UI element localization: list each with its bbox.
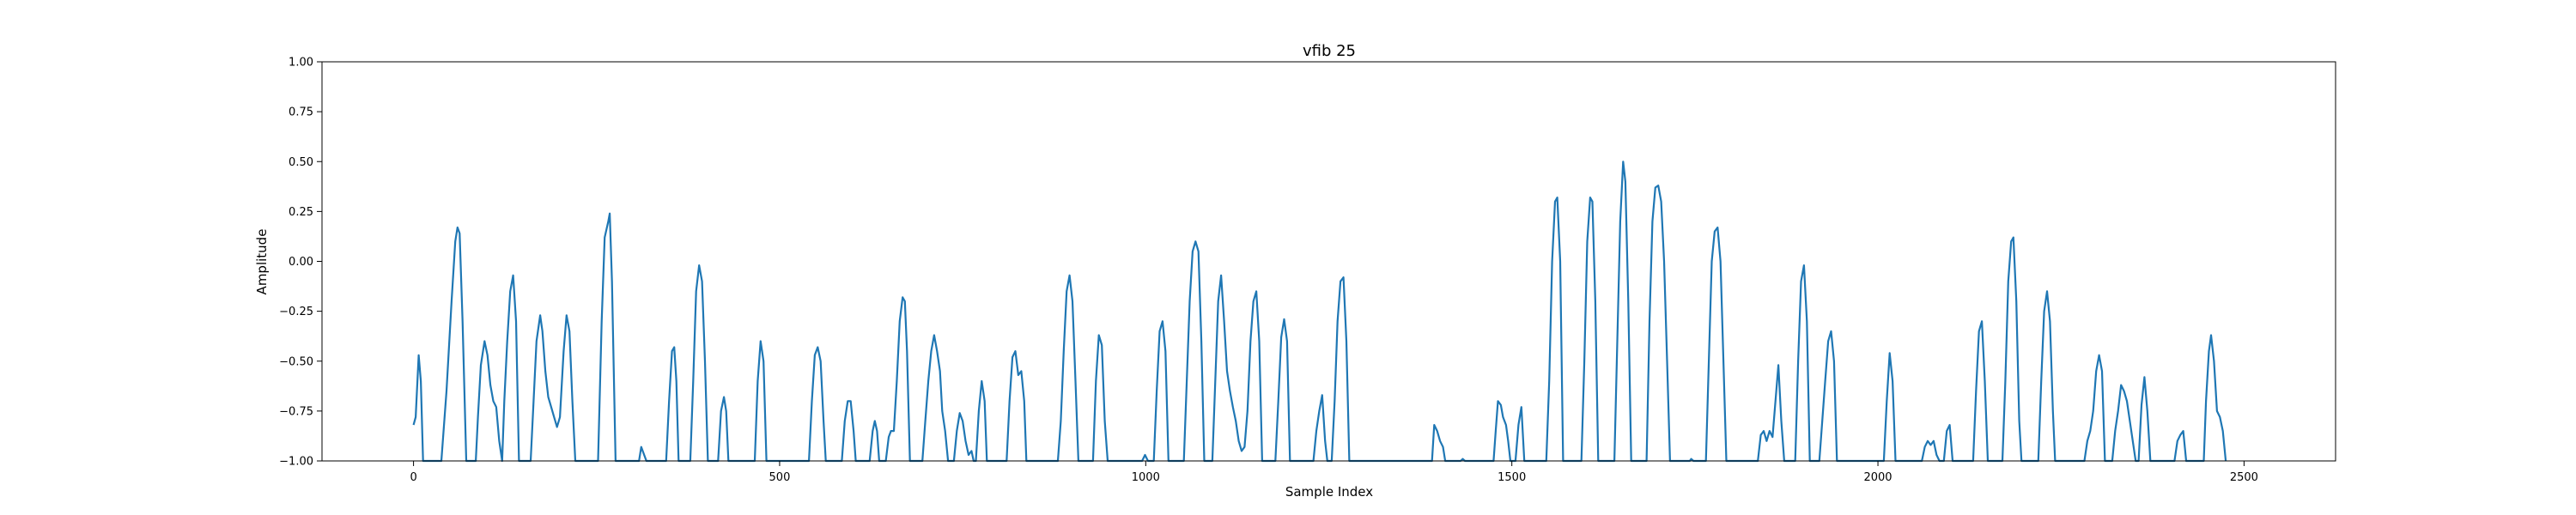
y-tick-label: −0.25 — [279, 306, 313, 318]
x-axis: 0 500 1000 1500 2000 2500 — [410, 461, 2258, 484]
plot-area — [412, 161, 2227, 463]
y-tick-label: −0.50 — [279, 355, 313, 368]
y-tick-label: 0.25 — [289, 206, 313, 219]
x-axis-label: Sample Index — [1285, 484, 1373, 500]
y-tick-label: 0.75 — [289, 106, 313, 119]
y-axis: −1.00 −0.75 −0.50 −0.25 0.00 0.25 0.50 0.75 1.00 — [279, 57, 322, 469]
x-tick-label: 500 — [769, 471, 791, 484]
x-tick-label: 1500 — [1498, 471, 1526, 484]
series-line-0 — [412, 161, 2227, 463]
chart-title: vfib 25 — [1303, 42, 1356, 60]
x-tick-label: 1000 — [1132, 471, 1160, 484]
x-tick-label: 2000 — [1863, 471, 1892, 484]
y-tick-label: −1.00 — [279, 456, 313, 469]
y-tick-label: 0.50 — [289, 156, 313, 169]
y-axis-label: Amplitude — [254, 229, 270, 295]
plot-frame — [321, 61, 2336, 462]
y-tick-label: 0.00 — [289, 256, 313, 269]
x-tick-label: 2500 — [2230, 471, 2258, 484]
y-tick-label: −0.75 — [279, 405, 313, 418]
x-tick-label: 0 — [410, 471, 416, 484]
y-tick-label: 1.00 — [289, 57, 313, 70]
